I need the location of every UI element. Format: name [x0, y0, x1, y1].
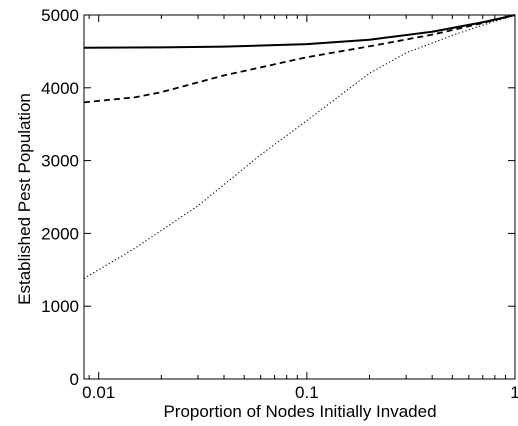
y-tick-label: 3000: [41, 152, 79, 171]
series-line-dashed: [83, 14, 516, 104]
plot-frame: [83, 14, 516, 380]
x-tick-label: 0.1: [295, 383, 319, 402]
y-axis-title: Established Pest Population: [15, 93, 34, 305]
y-tick-label: 4000: [41, 79, 79, 98]
y-tick-label: 1000: [41, 297, 79, 316]
series-line-solid: [83, 14, 516, 49]
y-tick-label: 2000: [41, 224, 79, 243]
series-layer: [83, 14, 516, 280]
y-tick-label: 5000: [41, 6, 79, 25]
x-tick-label: 0.01: [82, 383, 115, 402]
x-axis-title: Proportion of Nodes Initially Invaded: [163, 402, 436, 421]
y-axis: 0 1000 2000 3000 4000 5000: [41, 6, 515, 389]
x-axis: 0.01 0.1 1: [82, 15, 518, 402]
series-line-dotted: [83, 14, 516, 280]
x-tick-label: 1: [510, 383, 518, 402]
plot-area-border: [83, 14, 516, 380]
y-tick-label: 0: [70, 370, 79, 389]
